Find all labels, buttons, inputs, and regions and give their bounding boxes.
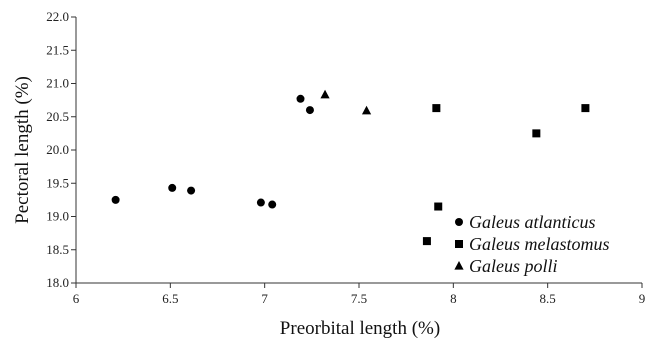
legend-marker-galeus-melastomus (455, 240, 463, 248)
data-point-galeus-melastomus (581, 104, 590, 113)
data-point-galeus-melastomus (532, 129, 541, 138)
data-point-galeus-atlanticus (256, 198, 265, 207)
data-point-galeus-melastomus (432, 104, 441, 113)
data-point-galeus-atlanticus (305, 106, 314, 115)
data-point-galeus-atlanticus (111, 195, 120, 204)
y-tick-label: 18.5 (46, 242, 69, 257)
y-tick-label: 20.5 (46, 109, 69, 124)
y-axis: 18.0 18.5 19.0 19.5 20.0 20.5 21.0 21.5 22.0 (46, 9, 77, 290)
x-tick-label: 7.5 (351, 291, 367, 306)
x-tick-label: 6 (73, 291, 80, 306)
x-tick-label: 9 (639, 291, 645, 306)
legend-label-galeus-polli: Galeus polli (469, 256, 558, 276)
x-tick-label: 6.5 (162, 291, 178, 306)
y-tick-label: 22.0 (46, 9, 69, 24)
legend-label-galeus-atlanticus: Galeus atlanticus (469, 212, 596, 232)
data-point-galeus-atlanticus (187, 186, 196, 195)
y-tick-label: 18.0 (46, 275, 69, 290)
legend-marker-galeus-atlanticus (455, 218, 463, 226)
legend-marker-galeus-polli (454, 261, 464, 270)
y-tick-label: 21.5 (46, 42, 69, 57)
data-point-galeus-melastomus (434, 202, 443, 211)
data-points (111, 89, 590, 246)
y-tick-label: 19.5 (46, 175, 69, 190)
y-tick-label: 19.0 (46, 209, 69, 224)
x-tick-label: 8.5 (540, 291, 556, 306)
data-point-galeus-atlanticus (168, 183, 177, 192)
x-tick-label: 7 (261, 291, 268, 306)
y-tick-label: 20.0 (46, 142, 69, 157)
x-axis-label: Preorbital length (%) (280, 318, 440, 339)
x-axis: 6 6.5 7 7.5 8 8.5 9 (73, 282, 645, 306)
data-point-galeus-atlanticus (296, 94, 305, 103)
data-point-galeus-melastomus (422, 237, 431, 246)
legend-label-galeus-melastomus: Galeus melastomus (469, 234, 610, 254)
data-point-galeus-polli (320, 89, 330, 99)
x-tick-label: 8 (450, 291, 457, 306)
data-point-galeus-polli (361, 105, 372, 115)
y-tick-label: 21.0 (46, 76, 69, 91)
data-point-galeus-atlanticus (268, 200, 277, 209)
y-axis-label: Pectoral length (%) (12, 76, 33, 224)
